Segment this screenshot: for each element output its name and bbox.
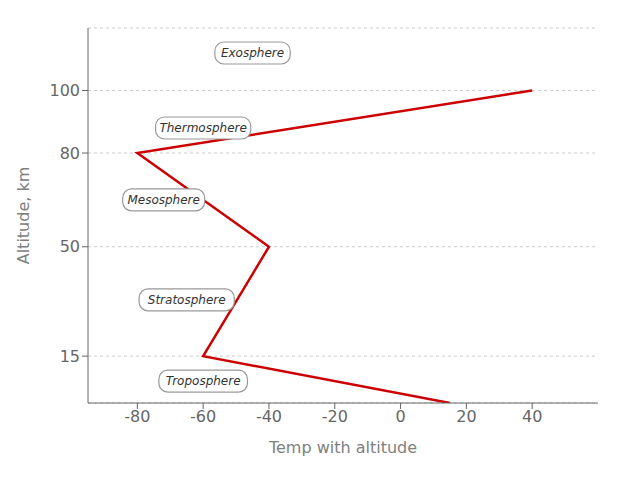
svg-text:80: 80 — [60, 144, 80, 163]
svg-text:-40: -40 — [256, 407, 282, 426]
svg-text:Troposphere: Troposphere — [166, 374, 241, 388]
svg-text:Thermosphere: Thermosphere — [159, 121, 246, 135]
svg-text:Altitude, km: Altitude, km — [14, 167, 33, 265]
svg-text:20: 20 — [456, 407, 476, 426]
svg-text:40: 40 — [522, 407, 542, 426]
svg-text:-80: -80 — [124, 407, 150, 426]
svg-text:50: 50 — [60, 237, 80, 256]
svg-text:15: 15 — [60, 347, 80, 366]
svg-text:Temp with altitude: Temp with altitude — [268, 438, 417, 457]
svg-text:-20: -20 — [322, 407, 348, 426]
svg-text:0: 0 — [395, 407, 405, 426]
svg-text:100: 100 — [49, 81, 80, 100]
svg-text:-60: -60 — [190, 407, 216, 426]
svg-text:Stratosphere: Stratosphere — [148, 293, 226, 307]
svg-text:Exosphere: Exosphere — [221, 46, 284, 60]
svg-text:Mesosphere: Mesosphere — [127, 193, 200, 207]
